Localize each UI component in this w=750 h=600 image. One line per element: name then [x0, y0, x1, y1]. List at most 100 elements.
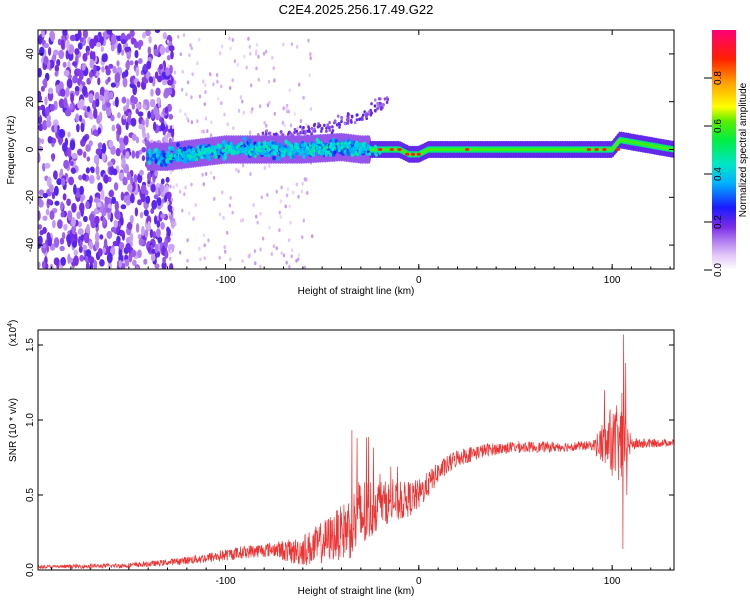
branch-blob: [343, 122, 347, 126]
noise-blob: [154, 112, 161, 121]
ridge-speckle: [318, 145, 322, 150]
ridge-speckle: [270, 152, 274, 156]
faint-blob: [240, 218, 243, 223]
noise-blob: [149, 100, 156, 108]
ridge-speckle: [286, 148, 290, 153]
noise-blob: [78, 70, 84, 81]
faint-blob: [206, 129, 209, 134]
faint-blob: [190, 95, 193, 100]
noise-blob: [60, 39, 65, 50]
noise-blob: [103, 174, 109, 184]
branch-blob: [374, 98, 377, 102]
branch-blob: [310, 126, 314, 130]
faint-blob: [270, 252, 273, 257]
noise-blob: [85, 144, 91, 152]
faint-blob: [200, 129, 203, 134]
noise-blob: [121, 157, 126, 167]
noise-blob: [168, 45, 175, 52]
faint-blob: [306, 191, 309, 195]
faint-blob: [184, 185, 187, 190]
noise-blob: [142, 131, 147, 139]
noise-blob: [163, 135, 169, 143]
noise-blob: [80, 196, 84, 203]
branch-blob: [360, 116, 364, 120]
noise-blob: [53, 257, 60, 266]
noise-blob: [113, 182, 119, 191]
noise-blob: [102, 247, 107, 254]
ridge-speckle: [255, 146, 259, 151]
noise-blob: [107, 161, 113, 167]
faint-blob: [290, 42, 294, 47]
noise-blob: [67, 131, 71, 138]
faint-blob: [180, 87, 184, 92]
noise-blob: [38, 105, 42, 112]
noise-blob: [135, 103, 142, 109]
branch-blob: [310, 132, 313, 136]
noise-blob: [52, 119, 59, 127]
hot-spot: [397, 148, 402, 151]
noise-blob: [146, 60, 152, 70]
noise-blob: [83, 151, 87, 159]
faint-blob: [231, 78, 234, 83]
faint-blob: [292, 190, 295, 195]
faint-blob: [288, 88, 291, 93]
noise-blob: [120, 39, 127, 45]
branch-blob: [300, 130, 304, 134]
faint-blob: [216, 79, 219, 84]
noise-blob: [78, 245, 83, 254]
noise-blob: [94, 207, 99, 214]
noise-blob: [47, 199, 53, 205]
ridge-speckle: [171, 148, 175, 152]
branch-blob: [378, 97, 381, 101]
faint-blob: [220, 84, 223, 89]
noise-blob: [130, 117, 137, 127]
noise-blob: [154, 243, 159, 254]
noise-blob: [129, 232, 134, 243]
noise-blob: [152, 231, 157, 239]
branch-blob: [325, 129, 328, 133]
noise-blob: [44, 96, 48, 106]
noise-blob: [156, 228, 161, 238]
noise-blob: [101, 54, 107, 63]
noise-blob: [117, 124, 122, 136]
noise-blob: [105, 105, 112, 117]
noise-blob: [62, 193, 67, 201]
noise-blob: [60, 201, 64, 211]
faint-blob: [285, 260, 288, 265]
noise-blob: [38, 261, 41, 269]
branch-blob: [336, 114, 340, 118]
ridge-speckle: [321, 151, 325, 156]
ridge-speckle: [260, 151, 264, 156]
x-tick-label: -100: [216, 275, 236, 286]
ridge-speckle: [352, 150, 356, 155]
faint-blob: [186, 258, 189, 263]
noise-blob: [97, 142, 103, 149]
ridge-speckle: [369, 146, 372, 150]
noise-blob: [99, 234, 104, 240]
noise-blob: [101, 65, 105, 73]
ridge-core: [279, 142, 283, 148]
faint-blob: [229, 257, 232, 262]
hot-spot: [416, 152, 421, 156]
branch-blob: [316, 125, 320, 129]
noise-blob: [108, 140, 114, 149]
noise-blob: [147, 246, 152, 253]
ridge-speckle: [194, 152, 198, 157]
noise-blob: [162, 256, 166, 264]
faint-blob: [253, 249, 257, 254]
faint-blob: [280, 185, 283, 190]
faint-blob: [217, 97, 220, 101]
noise-blob: [110, 114, 115, 122]
faint-blob: [182, 33, 186, 38]
branch-blob: [261, 131, 265, 135]
noise-blob: [147, 220, 151, 231]
noise-blob: [113, 220, 118, 228]
y-tick-label: 20: [25, 96, 36, 108]
faint-blob: [295, 258, 298, 263]
ridge-speckle: [253, 154, 257, 159]
branch-blob: [335, 123, 339, 127]
ridge-speckle: [289, 152, 293, 156]
faint-blob: [242, 110, 245, 115]
noise-blob: [149, 229, 154, 238]
noise-blob: [43, 43, 50, 49]
